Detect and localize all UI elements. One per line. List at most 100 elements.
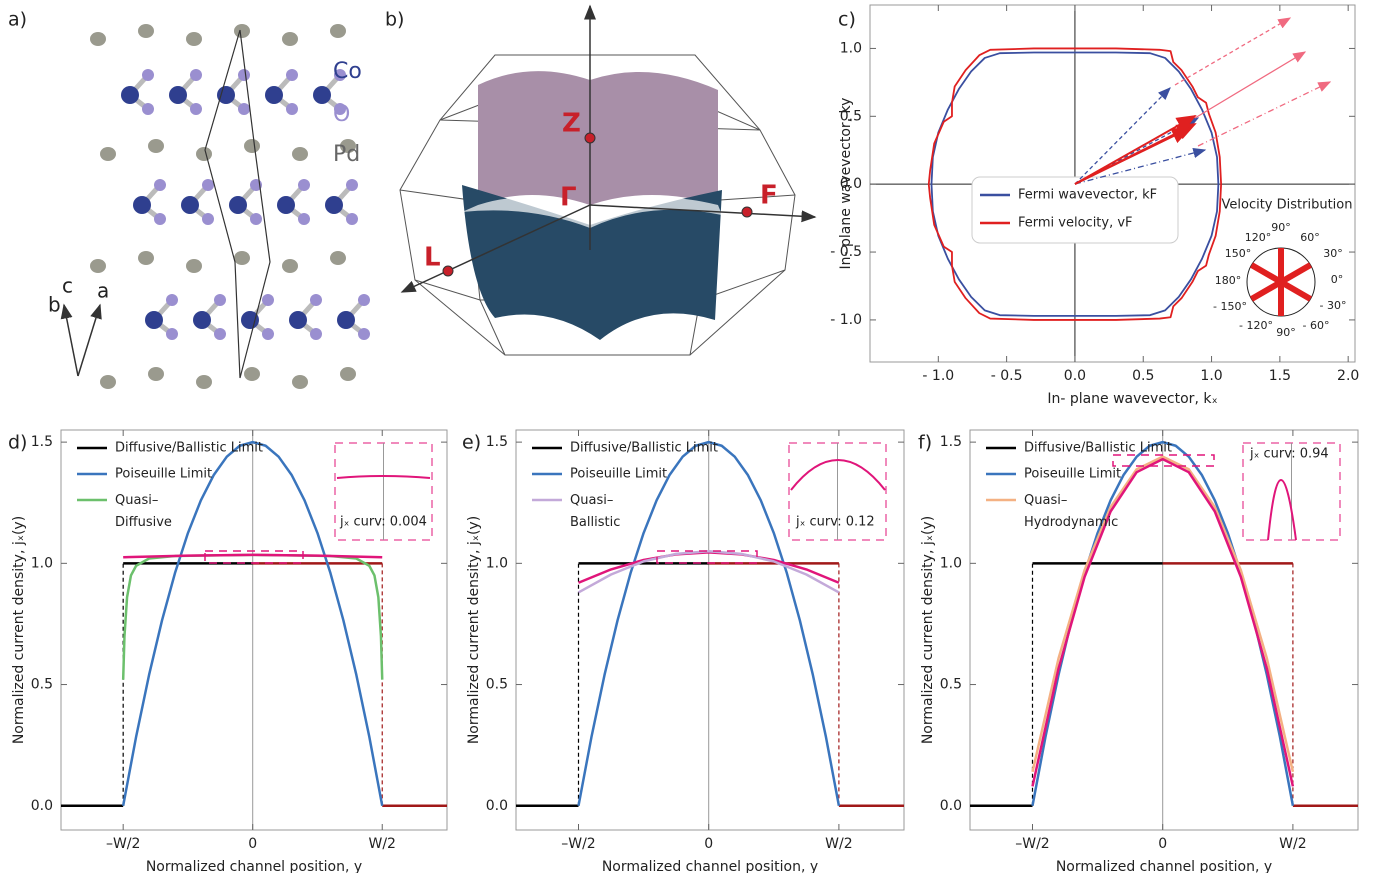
polar-label: 150°	[1225, 247, 1252, 260]
atom	[154, 213, 166, 225]
atom	[148, 367, 164, 381]
legend-label: Quasi– Ballistic	[570, 493, 620, 530]
inset-text: jₓ curv: 0.12	[795, 515, 875, 530]
band-surface	[478, 71, 718, 205]
x-axis-title: In- plane wavevector, kₓ	[1047, 391, 1217, 407]
atom	[234, 24, 250, 38]
atom	[325, 196, 343, 214]
legend-label: Poiseuille Limit	[1024, 467, 1121, 482]
legend-label: Quasi– Hydrodynamic	[1024, 493, 1118, 530]
y-tick-label: 1.5	[31, 434, 53, 450]
y-tick-label: 1.5	[486, 434, 508, 450]
chart: e)–W/20W/20.00.51.01.5Normalized channel…	[462, 430, 904, 873]
axis-label: b	[48, 293, 61, 317]
atom	[100, 375, 116, 389]
atom	[121, 86, 139, 104]
atom	[298, 213, 310, 225]
atom	[244, 139, 260, 153]
legend-label: Fermi velocity, vF	[1018, 216, 1133, 231]
atom	[166, 294, 178, 306]
atom	[142, 69, 154, 81]
x-tick-label: W/2	[369, 836, 396, 852]
point	[742, 207, 752, 217]
polar-label: - 120°	[1239, 319, 1273, 332]
polar-label: 90°	[1271, 221, 1291, 234]
figure: a) Co O Pd b c a b) Z Γ F L c)- 1	[0, 0, 1383, 873]
plot-frame	[970, 430, 1358, 830]
polar-label: 180°	[1215, 274, 1242, 287]
atom	[145, 311, 163, 329]
panel-label: f)	[918, 432, 932, 454]
y-tick-label: - 1.0	[830, 312, 862, 328]
atom	[100, 147, 116, 161]
atom	[346, 179, 358, 191]
polar-label: 120°	[1245, 231, 1272, 244]
species-label: O	[333, 102, 350, 127]
zoom-frame	[205, 551, 303, 563]
plot-frame	[61, 430, 447, 830]
y-tick-label: 1.0	[486, 555, 508, 571]
atom	[340, 367, 356, 381]
atom	[330, 251, 346, 265]
atom	[202, 213, 214, 225]
atom	[358, 328, 370, 340]
x-tick-label: 1.5	[1269, 368, 1291, 384]
x-axis-title: Normalized channel position, y	[1056, 859, 1272, 873]
atom	[358, 294, 370, 306]
atom	[286, 69, 298, 81]
atom	[337, 311, 355, 329]
species-label: Pd	[333, 142, 360, 167]
plot-frame	[516, 430, 904, 830]
inset-title: Velocity Distribution	[1222, 198, 1353, 213]
axis-label: a	[97, 279, 109, 303]
polar-label: - 60°	[1303, 319, 1330, 332]
y-tick-label: 0.0	[940, 798, 962, 814]
atom	[265, 86, 283, 104]
atom	[234, 251, 250, 265]
atom	[229, 196, 247, 214]
x-tick-label: 2.0	[1337, 368, 1359, 384]
atom	[166, 328, 178, 340]
atom	[238, 103, 250, 115]
axis-label: c	[62, 274, 73, 298]
atom	[148, 139, 164, 153]
atom	[196, 147, 212, 161]
atom	[277, 196, 295, 214]
inset-text: jₓ curv: 0.004	[339, 515, 427, 530]
brillouin-zone: b) Z Γ F L	[385, 6, 815, 355]
panel-label: b)	[385, 9, 404, 31]
x-tick-label: 0.0	[1064, 368, 1086, 384]
polar-label: 30°	[1323, 247, 1343, 260]
atom	[133, 196, 151, 214]
chart: f)–W/20W/20.00.51.01.5Normalized channel…	[918, 430, 1358, 873]
y-tick-label: 0.0	[486, 798, 508, 814]
atom	[282, 259, 298, 273]
x-tick-label: –W/2	[106, 836, 140, 852]
y-axis-title: Normalized current density, jₓ(y)	[11, 516, 27, 744]
atom	[90, 259, 106, 273]
point	[585, 133, 595, 143]
atom	[181, 196, 199, 214]
x-tick-label: W/2	[825, 836, 852, 852]
panel-label: a)	[8, 9, 27, 31]
y-tick-label: 1.5	[940, 434, 962, 450]
y-axis-title: Normalized current density, jₓ(y)	[466, 516, 482, 744]
y-tick-label: 0.0	[31, 798, 53, 814]
panel-label: e)	[462, 432, 481, 454]
legend-label: Poiseuille Limit	[570, 467, 667, 482]
atom	[310, 294, 322, 306]
atom	[286, 103, 298, 115]
polar-label: 0°	[1331, 273, 1344, 286]
polar-label: 90°	[1276, 326, 1296, 339]
x-tick-label: 0	[704, 836, 713, 852]
atom	[190, 103, 202, 115]
atom	[298, 179, 310, 191]
atom	[169, 86, 187, 104]
atom	[193, 311, 211, 329]
crystal-structure: a) Co O Pd b c a	[8, 9, 370, 390]
atom	[142, 103, 154, 115]
legend-label: Quasi– Diffusive	[115, 493, 172, 530]
atom	[214, 328, 226, 340]
x-tick-label: –W/2	[561, 836, 595, 852]
polar-label: - 30°	[1320, 299, 1347, 312]
